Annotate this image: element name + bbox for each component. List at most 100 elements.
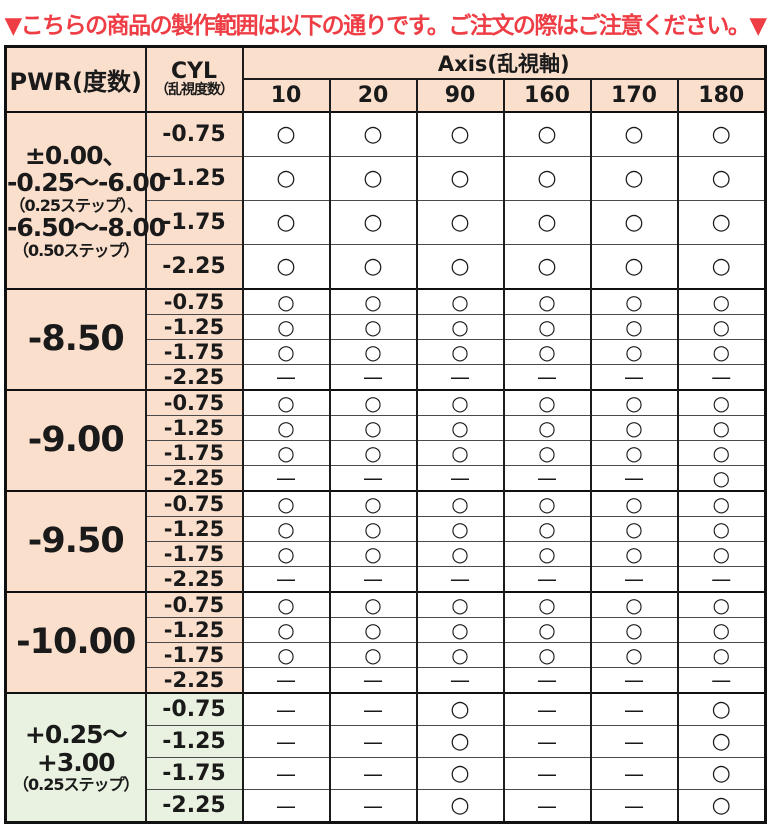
cyl-cell: -1.75 (144, 642, 243, 668)
unavailable-mark-cell: — (589, 566, 678, 592)
available-mark-cell: ○ (589, 617, 678, 643)
available-mark-cell: ○ (328, 592, 417, 618)
available-mark-cell: ○ (241, 491, 330, 517)
table-row: -1.25 ○ ○ ○ ○ ○ ○ (5, 156, 766, 201)
unavailable-mark-cell: — (241, 693, 330, 726)
cyl-cell: -2.25 (144, 566, 243, 592)
unavailable-mark-cell: — (328, 725, 417, 758)
axis-value-header: 90 (415, 79, 504, 112)
cyl-cell: -1.75 (144, 200, 243, 245)
axis-value-header: 170 (589, 79, 678, 112)
axis-value-header: 10 (241, 79, 330, 112)
table-row: -1.25 ○ ○ ○ ○ ○ ○ (5, 314, 766, 340)
page-title: ▼こちらの商品の製作範囲は以下の通りです。ご注文の際はご注意ください。▼ (4, 13, 767, 39)
available-mark-cell: ○ (328, 112, 417, 157)
table-row: -1.75 ○ ○ ○ ○ ○ ○ (5, 541, 766, 567)
cyl-cell: -0.75 (144, 390, 243, 416)
available-mark-cell: ○ (589, 390, 678, 416)
unavailable-mark-cell: — (589, 693, 678, 726)
table-row: -2.25— — — — — — (5, 364, 766, 390)
available-mark-cell: ○ (415, 440, 504, 466)
available-mark-cell: ○ (676, 541, 766, 567)
available-mark-cell: ○ (589, 415, 678, 441)
axis-column-header: Axis(乱視軸) (241, 46, 766, 79)
table-row: -8.50 -0.75 ○ ○ ○ ○ ○ ○ (4, 289, 766, 390)
available-mark-cell: ○ (676, 491, 766, 517)
available-mark-cell: ○ (676, 244, 766, 289)
cyl-cell: -1.25 (144, 156, 243, 201)
pwr-range-line: -0.25〜-6.00 (7, 168, 166, 198)
available-mark-cell: ○ (502, 156, 591, 201)
available-mark-cell: ○ (502, 415, 591, 441)
available-mark-cell: ○ (415, 491, 504, 517)
available-mark-cell: ○ (241, 516, 330, 542)
available-mark-cell: ○ (415, 516, 504, 542)
cyl-cell: -0.75 (144, 693, 243, 726)
pwr-range-line: -10.00 (16, 622, 136, 663)
cyl-cell: -0.75 (144, 112, 243, 157)
available-mark-cell: ○ (241, 592, 330, 618)
cyl-cell: -2.25 (144, 364, 243, 390)
available-mark-cell: ○ (589, 156, 678, 201)
table-row: -1.75 ○ ○ ○ ○ ○ ○ (5, 440, 766, 466)
pwr-range-line: -6.50〜-8.00 (7, 213, 166, 243)
available-mark-cell: ○ (328, 440, 417, 466)
available-mark-cell: ○ (415, 112, 504, 157)
available-mark-cell: ○ (502, 491, 591, 517)
table-row: -2.25— — — — — — (5, 667, 766, 693)
available-mark-cell: ○ (502, 617, 591, 643)
cyl-cell: -0.75 (144, 592, 243, 618)
unavailable-mark-cell: — (328, 789, 417, 823)
available-mark-cell: ○ (589, 289, 678, 315)
table-row: -1.25— — ○ — — ○ (5, 725, 766, 758)
available-mark-cell: ○ (328, 617, 417, 643)
available-mark-cell: ○ (589, 516, 678, 542)
available-mark-cell: ○ (676, 725, 766, 758)
cyl-cell: -1.25 (144, 516, 243, 542)
pwr-range-line: +0.25〜 (24, 720, 128, 750)
axis-value-header: 20 (328, 79, 417, 112)
available-mark-cell: ○ (589, 112, 678, 157)
table-row: +0.25〜 +3.00 （0.25ステップ） -0.75— — ○ — — ○ (4, 693, 766, 823)
cyl-cell: -2.25 (144, 789, 243, 823)
available-mark-cell: ○ (241, 390, 330, 416)
available-mark-cell: ○ (502, 339, 591, 365)
unavailable-mark-cell: — (415, 465, 504, 491)
available-mark-cell: ○ (589, 200, 678, 245)
available-mark-cell: ○ (415, 617, 504, 643)
available-mark-cell: ○ (415, 725, 504, 758)
available-mark-cell: ○ (241, 244, 330, 289)
unavailable-mark-cell: — (589, 757, 678, 790)
available-mark-cell: ○ (328, 541, 417, 567)
pwr-cell: -9.50 (4, 491, 146, 592)
unavailable-mark-cell: — (676, 364, 766, 390)
available-mark-cell: ○ (589, 339, 678, 365)
unavailable-mark-cell: — (328, 757, 417, 790)
pwr-range-line: -9.00 (27, 420, 125, 461)
available-mark-cell: ○ (241, 415, 330, 441)
unavailable-mark-cell: — (415, 667, 504, 693)
unavailable-mark-cell: — (328, 364, 417, 390)
cyl-cell: -1.25 (144, 617, 243, 643)
available-mark-cell: ○ (502, 390, 591, 416)
pwr-range-line: （0.25ステップ）、 (9, 195, 143, 215)
available-mark-cell: ○ (502, 112, 591, 157)
available-mark-cell: ○ (676, 693, 766, 726)
available-mark-cell: ○ (676, 516, 766, 542)
available-mark-cell: ○ (415, 415, 504, 441)
header-row-1: PWR(度数) CYL （乱視度数） Axis(乱視軸) (4, 46, 766, 112)
available-mark-cell: ○ (589, 642, 678, 668)
unavailable-mark-cell: — (241, 789, 330, 823)
unavailable-mark-cell: — (502, 725, 591, 758)
cyl-cell: -0.75 (144, 289, 243, 315)
pwr-cell: +0.25〜 +3.00 （0.25ステップ） (4, 693, 146, 823)
unavailable-mark-cell: — (502, 465, 591, 491)
unavailable-mark-cell: — (328, 667, 417, 693)
available-mark-cell: ○ (415, 200, 504, 245)
available-mark-cell: ○ (676, 390, 766, 416)
table-row: ±0.00、 -0.25〜-6.00 （0.25ステップ）、 -6.50〜-8.00 （… (4, 112, 766, 289)
cyl-cell: -0.75 (144, 491, 243, 517)
available-mark-cell: ○ (502, 516, 591, 542)
available-mark-cell: ○ (676, 289, 766, 315)
available-mark-cell: ○ (415, 390, 504, 416)
